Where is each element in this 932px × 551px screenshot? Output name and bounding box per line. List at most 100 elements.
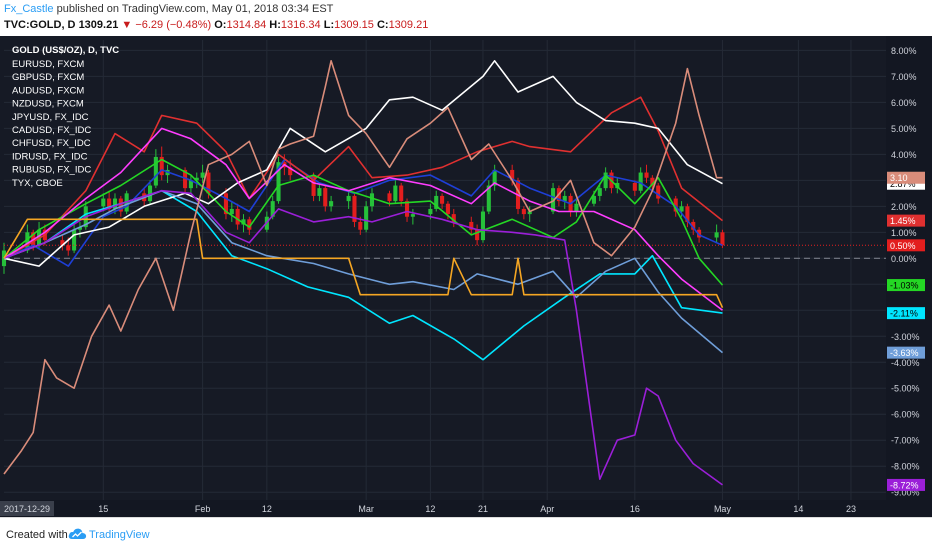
- series-line: [3, 59, 723, 475]
- open-value: 1314.84: [226, 19, 267, 31]
- legend-item: CHFUSD, FX_IDC: [12, 138, 91, 149]
- candle-body: [638, 172, 643, 191]
- author-link[interactable]: Fx_Castle: [4, 3, 54, 15]
- legend-item: TYX, CBOE: [12, 178, 63, 189]
- legend-item: EURUSD, FXCM: [12, 59, 84, 70]
- candle-body: [650, 177, 655, 186]
- y-tick-label: -7.00%: [891, 436, 920, 446]
- x-tick-label: 14: [793, 504, 803, 514]
- candle-body: [656, 185, 661, 199]
- y-tick-label: -8.00%: [891, 462, 920, 472]
- candle-body: [235, 208, 240, 225]
- series-end-label: 2.87%: [890, 179, 916, 189]
- close-label: C:: [376, 19, 389, 31]
- gold-price-label: 0.50%: [890, 241, 916, 251]
- candle-body: [329, 201, 334, 207]
- y-tick-label: -5.00%: [891, 384, 920, 394]
- series-end-label-bg: [887, 307, 925, 320]
- x-tick-label: 16: [630, 504, 640, 514]
- series-line: [3, 189, 723, 486]
- candle-body: [352, 195, 357, 222]
- candle-body: [410, 214, 415, 217]
- y-tick-label: 2.00%: [891, 202, 917, 212]
- candle-body: [247, 219, 252, 230]
- candle-body: [691, 221, 696, 230]
- tradingview-cloud-icon[interactable]: [68, 527, 87, 540]
- candle-body: [72, 229, 77, 251]
- candle-body: [241, 219, 246, 225]
- x-tick-label: Mar: [358, 504, 374, 514]
- legend-item: RUBUSD, FX_IDC: [12, 165, 91, 176]
- candle-body: [510, 169, 515, 181]
- candle-body: [469, 221, 474, 230]
- chart-svg[interactable]: 8.00%7.00%6.00%5.00%4.00%3.00%2.00%1.00%…: [0, 36, 932, 517]
- candle-body: [697, 229, 702, 238]
- candle-body: [720, 232, 725, 246]
- candle-body: [358, 221, 363, 230]
- gold-price-label-bg: [887, 239, 925, 252]
- series-end-label: -2.11%: [890, 309, 918, 319]
- candle-body: [229, 208, 234, 215]
- time-axis-panel: [0, 500, 886, 517]
- legend-item: GBPUSD, FXCM: [12, 72, 84, 83]
- publish-info: published on TradingView.com, May 01, 20…: [53, 3, 334, 15]
- series-end-label: -3.63%: [890, 348, 919, 358]
- low-label: L:: [323, 19, 335, 31]
- candle-body: [574, 203, 579, 212]
- candle-body: [206, 172, 211, 194]
- chart-area[interactable]: 8.00%7.00%6.00%5.00%4.00%3.00%2.00%1.00%…: [0, 36, 932, 517]
- candle-body: [188, 180, 193, 189]
- symbol-label: TVC:GOLD, D: [4, 19, 76, 31]
- candle-body: [147, 185, 153, 202]
- candle-body: [323, 188, 328, 207]
- legend-item: CADUSD, FX_IDC: [12, 125, 91, 136]
- y-tick-label: -3.00%: [891, 332, 920, 342]
- candle-body: [428, 208, 433, 215]
- series-end-label: -8.72%: [890, 480, 919, 490]
- candle-body: [632, 182, 637, 191]
- candle-body: [101, 198, 106, 207]
- y-tick-label: 0.00%: [891, 254, 917, 264]
- candle-body: [486, 185, 491, 212]
- y-tick-label: -9.00%: [891, 488, 920, 498]
- candle-body: [194, 177, 199, 181]
- candle-body: [369, 193, 375, 207]
- series-line: [3, 59, 723, 267]
- candle-body: [346, 195, 351, 202]
- y-tick-label: 5.00%: [891, 124, 917, 134]
- x-tick-label: May: [714, 504, 732, 514]
- x-tick-label: 15: [98, 504, 108, 514]
- series-end-label-bg: [887, 346, 925, 359]
- publish-line: Fx_Castle published on TradingView.com, …: [4, 3, 333, 15]
- legend-item: JPYUSD, FX_IDC: [12, 112, 89, 123]
- candle-body: [673, 198, 678, 212]
- candle-body: [311, 175, 316, 196]
- candle-body: [591, 195, 596, 204]
- chart-background: [0, 36, 932, 517]
- candle-body: [399, 185, 404, 202]
- series-end-label-bg: [887, 279, 925, 292]
- candle-body: [159, 156, 164, 176]
- candle-body: [60, 240, 65, 246]
- series-end-label-bg: [887, 478, 925, 491]
- price-axis-panel: [886, 36, 932, 517]
- candle-body: [107, 198, 112, 209]
- y-tick-label: -4.00%: [891, 358, 920, 368]
- ohlc-line: TVC:GOLD, D 1309.21 ▼ −6.29 (−0.48%) O:1…: [4, 19, 428, 31]
- x-tick-label: 23: [846, 504, 856, 514]
- candle-body: [451, 214, 456, 222]
- candle-body: [440, 195, 445, 204]
- candle-body: [475, 229, 480, 241]
- candle-body: [317, 188, 322, 196]
- candle-body: [679, 206, 684, 212]
- tradingview-brand-link[interactable]: TradingView: [89, 529, 150, 541]
- x-start-label-bg: [0, 501, 54, 516]
- y-tick-label: -6.00%: [891, 410, 920, 420]
- candle-body: [288, 167, 293, 176]
- x-tick-label: Feb: [195, 504, 211, 514]
- high-label: H:: [269, 19, 281, 31]
- open-label: O:: [214, 19, 227, 31]
- candle-body: [270, 201, 275, 217]
- y-tick-label: 7.00%: [891, 72, 917, 82]
- candle-body: [404, 201, 410, 217]
